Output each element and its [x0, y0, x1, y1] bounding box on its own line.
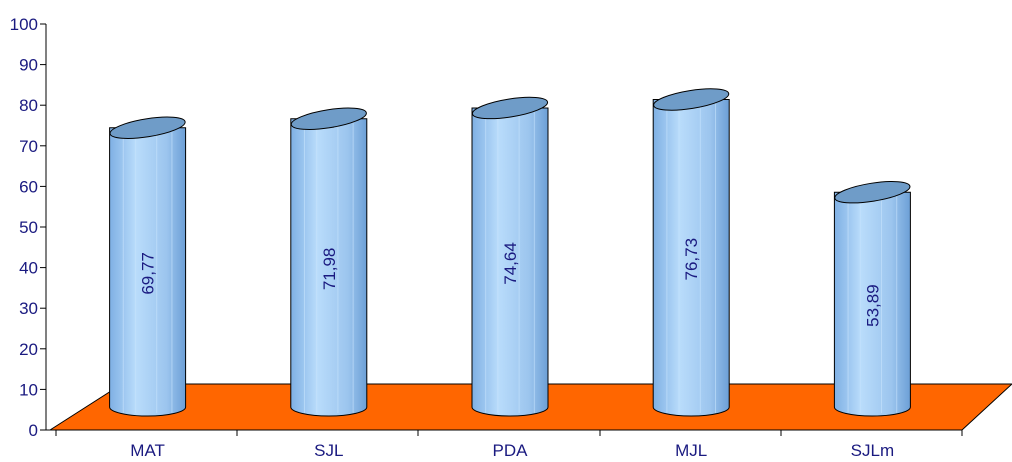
- data-label: 69,77: [139, 252, 158, 295]
- y-tick-label: 0: [29, 421, 38, 440]
- category-label: MJL: [675, 441, 707, 460]
- cylinder-bar: [833, 181, 911, 417]
- data-label: 53,89: [863, 284, 882, 327]
- y-tick-label: 20: [19, 340, 38, 359]
- axis-layer: 0 10 20 30 40 50 60 70 80 90 100: [10, 15, 963, 440]
- data-label: 74,64: [501, 242, 520, 285]
- cylinder-body: [652, 98, 730, 417]
- y-tick-label: 80: [19, 96, 38, 115]
- category-label: MAT: [130, 441, 165, 460]
- data-label: 71,98: [320, 248, 339, 291]
- cylinder-body: [471, 107, 549, 417]
- y-tick-label: 100: [10, 15, 38, 34]
- cylinder-top: [109, 116, 186, 139]
- cylinder-bar: [471, 96, 549, 417]
- cylinder-bar: [109, 116, 187, 417]
- category-label: SJLm: [851, 441, 894, 460]
- y-tick-label: 40: [19, 259, 38, 278]
- cylinder-body: [109, 127, 187, 417]
- y-tick-label: 70: [19, 137, 38, 156]
- y-tick-label: 10: [19, 380, 38, 399]
- cylinder-bar: [652, 88, 730, 417]
- cylinder-top: [471, 96, 549, 120]
- y-tick-label: 60: [19, 177, 38, 196]
- y-tick-label: 50: [19, 218, 38, 237]
- y-tick-label: 90: [19, 56, 38, 75]
- data-label: 76,73: [682, 238, 701, 281]
- cylinder-bar: [290, 107, 368, 417]
- category-label: PDA: [493, 441, 529, 460]
- bars-layer: [109, 88, 911, 417]
- category-label: SJL: [314, 441, 343, 460]
- cylinder-top: [653, 88, 730, 111]
- cylinder-body: [833, 191, 911, 417]
- labels-layer: MAT 69,77 SJL 71,98 PDA 74,64 MJL 76,73 SJLm 53,8…: [130, 238, 894, 460]
- y-tick-label: 30: [19, 299, 38, 318]
- cylinder-body: [290, 118, 368, 417]
- cylinder-top: [290, 107, 367, 130]
- cylinder-top: [834, 181, 911, 204]
